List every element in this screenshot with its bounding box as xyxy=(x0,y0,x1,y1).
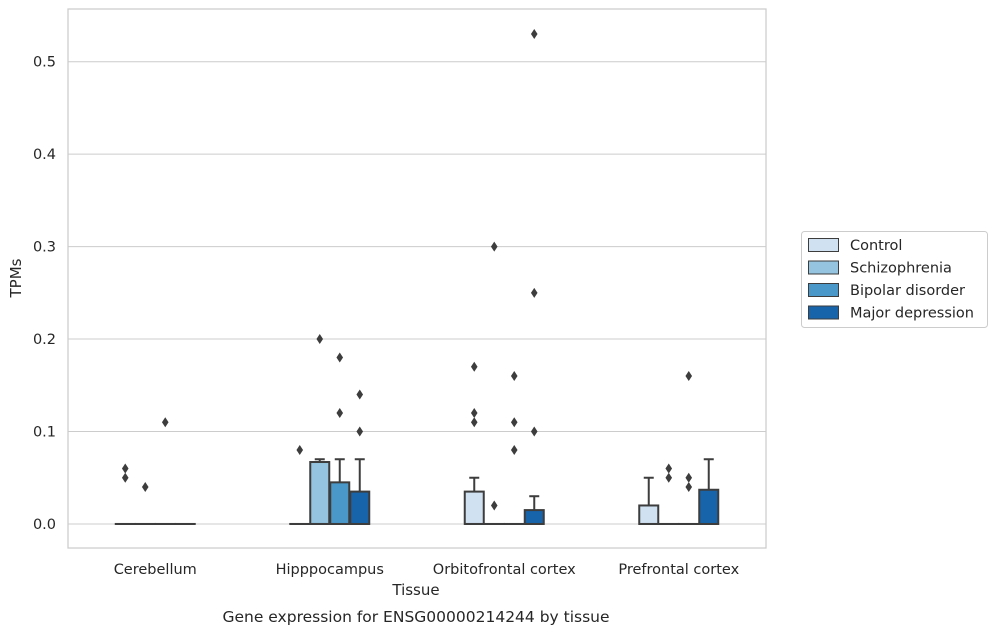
outlier-point xyxy=(121,472,129,483)
box-control xyxy=(463,361,485,525)
outlier-point xyxy=(490,500,498,511)
x-axis-label: Tissue xyxy=(391,581,439,599)
outlier-point xyxy=(510,371,518,382)
box-body xyxy=(349,490,371,525)
box-schizophrenia xyxy=(483,241,505,525)
box-bipolar-disorder xyxy=(154,417,176,525)
outlier-point xyxy=(490,241,498,252)
outlier-point xyxy=(316,334,324,345)
outlier-point xyxy=(336,408,344,419)
box-body xyxy=(698,488,720,525)
box-body xyxy=(329,481,351,525)
outlier-point xyxy=(665,463,673,474)
x-tick-label: Cerebellum xyxy=(114,562,197,578)
outlier-point xyxy=(530,287,538,298)
legend-frame xyxy=(801,231,988,328)
plot-boxes xyxy=(114,28,720,525)
outlier-point xyxy=(685,371,693,382)
x-tick-label: Hipppocampus xyxy=(276,562,384,578)
x-tick-label: Orbitofrontal cortex xyxy=(433,562,576,578)
box-body xyxy=(309,461,331,525)
legend: Control Schizophrenia Bipolar disorder Majo… xyxy=(801,231,988,328)
box-body xyxy=(463,490,485,525)
y-tick-labels: 0.0 0.1 0.2 0.3 0.4 0.5 xyxy=(33,55,56,533)
outlier-point xyxy=(296,445,304,455)
outlier-point xyxy=(510,417,518,428)
x-tick-label: Prefrontal cortex xyxy=(618,562,739,578)
outlier-point xyxy=(470,417,478,428)
box-schizophrenia xyxy=(309,334,331,525)
box-control xyxy=(289,445,311,525)
outlier-point xyxy=(161,417,169,428)
box-control xyxy=(114,463,136,525)
box-body xyxy=(523,509,545,525)
x-tick-labels: Cerebellum Hipppocampus Orbitofrontal cort… xyxy=(114,562,740,578)
outlier-point xyxy=(665,472,673,483)
outlier-point xyxy=(336,352,344,363)
y-axis-label: TPMs xyxy=(7,258,25,298)
outlier-point xyxy=(356,426,364,437)
y-tick-label: 0.2 xyxy=(33,332,56,348)
y-tick-label: 0.1 xyxy=(33,425,56,441)
y-tick-label: 0.3 xyxy=(33,240,56,256)
outlier-point xyxy=(356,389,364,400)
plot-frame xyxy=(67,8,767,549)
legend-label: Control xyxy=(850,238,902,254)
outlier-point xyxy=(470,361,478,372)
outlier-point xyxy=(530,28,538,39)
outlier-point xyxy=(530,426,538,437)
box-control xyxy=(638,476,660,525)
outlier-point xyxy=(121,463,129,474)
legend-swatch xyxy=(808,238,839,252)
box-major-depression xyxy=(523,28,545,525)
box-schizophrenia xyxy=(134,481,156,525)
y-tick-label: 0.5 xyxy=(33,55,56,71)
y-tick-label: 0.4 xyxy=(33,147,56,163)
box-body xyxy=(638,504,660,525)
figure-caption: Gene expression for ENSG00000214244 by t… xyxy=(222,608,609,626)
box-schizophrenia xyxy=(658,463,680,525)
outlier-point xyxy=(685,481,693,492)
legend-swatch xyxy=(808,305,839,320)
y-tick-label: 0.0 xyxy=(33,517,56,533)
box-bipolar-disorder xyxy=(678,371,700,525)
box-bipolar-disorder xyxy=(503,371,525,525)
legend-swatch xyxy=(808,260,839,275)
outlier-point xyxy=(510,445,518,455)
outlier-point xyxy=(141,481,149,492)
legend-swatch xyxy=(808,283,839,297)
outlier-point xyxy=(470,408,478,419)
legend-label: Major depression xyxy=(850,306,974,322)
legend-label: Bipolar disorder xyxy=(850,283,965,299)
box-major-depression xyxy=(698,458,720,525)
gridlines xyxy=(68,61,766,525)
outlier-point xyxy=(685,472,693,483)
box-major-depression xyxy=(349,389,371,525)
box-bipolar-disorder xyxy=(329,352,351,525)
legend-label: Schizophrenia xyxy=(850,261,952,277)
